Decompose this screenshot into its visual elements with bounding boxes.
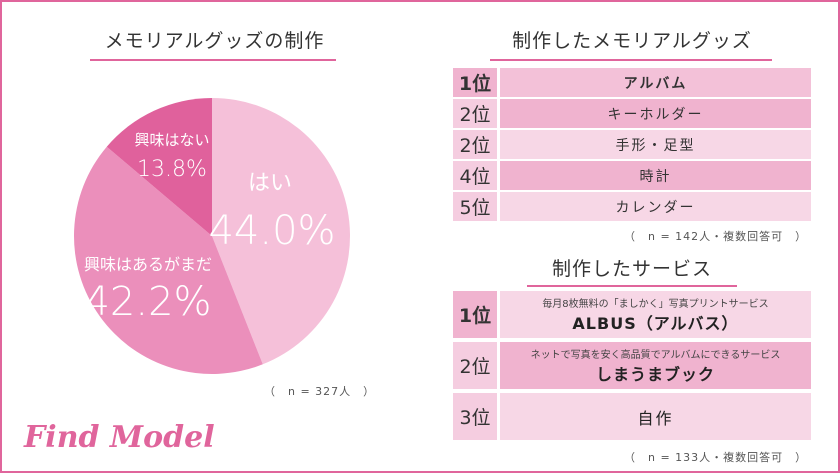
goods-rank-number: 4位 — [453, 161, 497, 190]
goods-title: 制作したメモリアルグッズ — [512, 30, 752, 52]
goods-rank-item: カレンダー — [500, 192, 811, 221]
service-rank-number: 1位 — [453, 291, 497, 338]
goods-rank-row: 2位 キーホルダー — [453, 99, 811, 128]
service-rank-row: 2位 ネットで写真を安く高品質でアルバムにできるサービス しまうまブック — [453, 342, 811, 389]
goods-title-underline — [490, 59, 772, 61]
service-sample-note: （ n = 133人・複数回答可 ） — [624, 451, 808, 464]
goods-rank-item: アルバム — [500, 68, 811, 97]
pie-value-interested: 42.2% — [84, 279, 211, 325]
goods-rank-item: 時計 — [500, 161, 811, 190]
service-rank-row: 3位 自作 — [453, 393, 811, 440]
pie-value-not-interested: 13.8% — [137, 157, 207, 182]
pie-label-interested: 興味はあるがまだ — [84, 255, 212, 274]
service-rank-number: 2位 — [453, 342, 497, 389]
goods-rank-row: 2位 手形・足型 — [453, 130, 811, 159]
service-title: 制作したサービス — [551, 258, 712, 280]
service-name: ALBUS（アルバス） — [572, 314, 739, 333]
goods-rank-number: 2位 — [453, 99, 497, 128]
pie-label-not-interested: 興味はない — [134, 131, 209, 149]
service-rank-row: 1位 毎月8枚無料の「ましかく」写真プリントサービス ALBUS（アルバス） — [453, 291, 811, 338]
pie-title: メモリアルグッズの制作 — [104, 30, 325, 52]
service-title-underline — [527, 285, 737, 287]
service-name: しまうまブック — [595, 365, 715, 384]
pie-chart: はい 44.0% 興味はあるがまだ 42.2% 興味はない 13.8% — [74, 98, 350, 374]
goods-rank-number: 5位 — [453, 192, 497, 221]
pie-value-yes: 44.0% — [208, 208, 335, 254]
goods-rank-row: 1位 アルバム — [453, 68, 811, 97]
service-name: 自作 — [637, 408, 674, 428]
service-description: ネットで写真を安く高品質でアルバムにできるサービス — [530, 350, 781, 361]
service-description: 毎月8枚無料の「ましかく」写真プリントサービス — [542, 299, 769, 310]
goods-rank-number: 2位 — [453, 130, 497, 159]
service-rank-item: 自作 — [500, 393, 811, 440]
goods-rank-item: キーホルダー — [500, 99, 811, 128]
goods-rank-row: 4位 時計 — [453, 161, 811, 190]
service-rank-number: 3位 — [453, 393, 497, 440]
goods-rank-number: 1位 — [453, 68, 497, 97]
pie-slice-interested — [74, 146, 263, 374]
service-rank-item: 毎月8枚無料の「ましかく」写真プリントサービス ALBUS（アルバス） — [500, 291, 811, 338]
pie-sample-note: （ n = 327人 ） — [264, 385, 376, 398]
goods-rank-row: 5位 カレンダー — [453, 192, 811, 221]
pie-slice-yes — [212, 98, 350, 365]
findmodel-logo: Find Model — [24, 420, 215, 455]
pie-title-underline — [90, 59, 336, 61]
goods-sample-note: （ n = 142人・複数回答可 ） — [624, 230, 808, 243]
service-rank-item: ネットで写真を安く高品質でアルバムにできるサービスしまうまブック — [500, 342, 811, 389]
pie-label-yes: はい — [248, 171, 292, 196]
goods-rank-item: 手形・足型 — [500, 130, 811, 159]
pie-slice-not-interested — [106, 98, 212, 236]
